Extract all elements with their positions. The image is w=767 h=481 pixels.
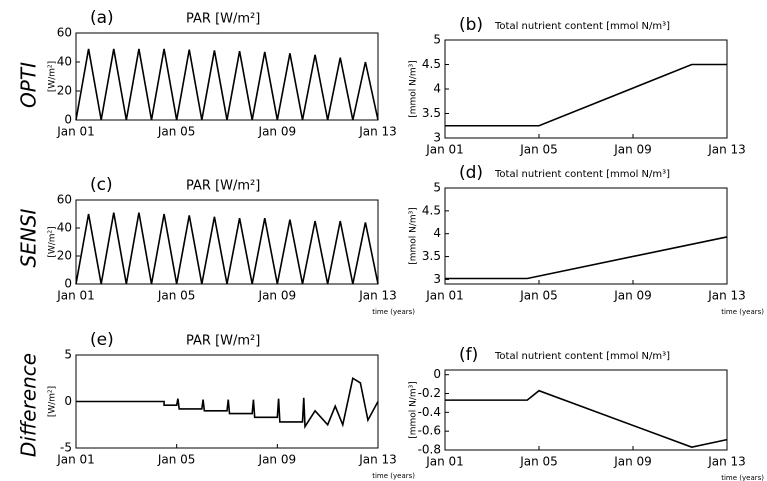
y-tick-label: 4.5 — [422, 57, 441, 71]
y-tick-label: 60 — [57, 26, 72, 40]
plot-frame — [75, 199, 379, 285]
panel-title: Total nutrient content [mmol N/m³] — [494, 351, 670, 362]
x-axis-label: time (years) — [721, 308, 764, 316]
y-tick-label: -0.4 — [418, 405, 441, 419]
y-tick-label: 60 — [57, 193, 72, 207]
x-tick-label: Jan 01 — [425, 455, 464, 469]
panel-title: PAR [W/m²] — [186, 12, 260, 27]
data-line — [75, 48, 379, 121]
panel-label: (a) — [90, 8, 114, 28]
x-tick-label: Jan 05 — [157, 453, 196, 467]
data-line — [445, 389, 728, 449]
panel-label: (e) — [90, 330, 114, 350]
panel-title: PAR [W/m²] — [186, 179, 260, 194]
y-tick-label: 3 — [433, 272, 441, 286]
row-label: Difference — [17, 353, 41, 457]
y-tick-label: 5 — [433, 181, 441, 195]
x-tick-label: Jan 05 — [519, 143, 558, 157]
x-tick-label: Jan 09 — [613, 289, 652, 303]
x-tick-label: Jan 09 — [613, 455, 652, 469]
y-tick-label: -0.8 — [418, 443, 441, 457]
y-tick-label: 40 — [57, 221, 72, 235]
x-tick-label: Jan 05 — [157, 289, 196, 303]
panel-title: PAR [W/m²] — [186, 334, 260, 349]
row-label: SENSI — [17, 208, 41, 267]
y-tick-label: 20 — [57, 84, 72, 98]
y-axis-label: [W/m²] — [48, 386, 58, 417]
panel-title: Total nutrient content [mmol N/m³] — [494, 21, 670, 32]
x-tick-label: Jan 13 — [358, 453, 397, 467]
y-tick-label: 4 — [433, 82, 441, 96]
x-tick-label: Jan 01 — [56, 125, 95, 139]
x-tick-label: Jan 05 — [519, 455, 558, 469]
plot-frame — [444, 187, 728, 285]
y-axis-label: [W/m²] — [48, 226, 58, 257]
x-tick-label: Jan 01 — [425, 143, 464, 157]
y-tick-label: -5 — [60, 441, 72, 455]
y-tick-label: 0 — [64, 277, 72, 291]
y-tick-label: 3.5 — [422, 249, 441, 263]
y-tick-label: 40 — [57, 55, 72, 69]
y-tick-label: 0 — [64, 394, 72, 408]
y-tick-label: 0 — [433, 367, 441, 381]
row-label: OPTI — [17, 62, 41, 108]
y-tick-label: -0.6 — [418, 424, 441, 438]
data-line — [445, 63, 727, 127]
panel-label: (b) — [459, 15, 483, 35]
x-tick-label: Jan 01 — [56, 289, 95, 303]
y-tick-label: 5 — [64, 348, 72, 362]
panel-label: (c) — [90, 175, 113, 195]
panel-title: Total nutrient content [mmol N/m³] — [494, 169, 670, 180]
panel-label: (f) — [459, 345, 478, 365]
x-tick-label: Jan 13 — [707, 455, 746, 469]
y-tick-label: 3 — [433, 131, 441, 145]
y-tick-label: 3.5 — [422, 106, 441, 120]
x-axis-label: time (years) — [721, 474, 764, 481]
y-tick-label: 20 — [57, 249, 72, 263]
data-line — [76, 376, 379, 430]
y-axis-label: [mmol N/m³] — [409, 60, 419, 118]
y-tick-label: 4.5 — [422, 203, 441, 217]
y-tick-label: 4 — [433, 226, 441, 240]
x-tick-label: Jan 05 — [157, 125, 196, 139]
x-axis-label: time (years) — [372, 472, 415, 480]
x-tick-label: Jan 09 — [258, 125, 297, 139]
x-tick-label: Jan 09 — [258, 289, 297, 303]
data-line — [445, 236, 728, 280]
x-axis-label: time (years) — [372, 308, 415, 316]
y-tick-label: -0.2 — [418, 386, 441, 400]
panel-label: (d) — [459, 163, 483, 183]
x-tick-label: Jan 13 — [358, 125, 397, 139]
y-axis-label: [mmol N/m³] — [409, 207, 419, 265]
y-axis-label: [mmol N/m³] — [409, 381, 419, 439]
y-tick-label: 5 — [433, 33, 441, 47]
x-tick-label: Jan 01 — [56, 453, 95, 467]
plot-frame — [444, 369, 728, 451]
x-tick-label: Jan 01 — [425, 289, 464, 303]
plot-frame — [75, 32, 379, 121]
x-tick-label: Jan 05 — [519, 289, 558, 303]
x-tick-label: Jan 13 — [358, 289, 397, 303]
x-tick-label: Jan 09 — [258, 453, 297, 467]
x-tick-label: Jan 13 — [707, 143, 746, 157]
y-axis-label: [W/m²] — [48, 61, 58, 92]
x-tick-label: Jan 09 — [613, 143, 652, 157]
y-tick-label: 0 — [64, 113, 72, 127]
data-line — [75, 212, 379, 285]
x-tick-label: Jan 13 — [707, 289, 746, 303]
plot-frame — [444, 39, 728, 139]
